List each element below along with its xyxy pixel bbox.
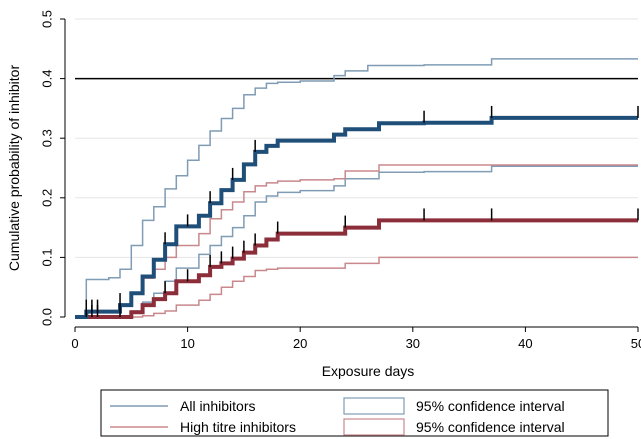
y-tick-label: 0.5 <box>40 10 55 28</box>
series-all <box>75 115 638 319</box>
series-all_upper <box>75 58 638 318</box>
x-tick-label: 50 <box>631 336 641 351</box>
y-axis-title: Cumulative probability of inhibitor <box>6 65 22 272</box>
y-tick-label: 0.2 <box>40 189 55 207</box>
series-lines <box>75 58 638 319</box>
censor-marks <box>85 105 639 317</box>
legend-label: High titre inhibitors <box>180 419 296 435</box>
x-tick-label: 20 <box>293 336 307 351</box>
legend-label: 95% confidence interval <box>416 419 565 435</box>
x-tick-label: 10 <box>180 336 194 351</box>
y-tick-label: 0.1 <box>40 248 55 266</box>
legend-label: 95% confidence interval <box>416 398 565 414</box>
legend: All inhibitors 95% confidence interval Hig… <box>100 389 609 437</box>
x-tick-label: 0 <box>71 336 78 351</box>
series-high_lower <box>75 256 638 318</box>
y-tick-label: 0.3 <box>40 129 55 147</box>
y-ticks: 0.0 0.1 0.2 0.3 0.4 0.5 <box>40 10 65 326</box>
legend-swatch-box <box>343 418 405 436</box>
y-tick-label: 0.4 <box>40 70 55 88</box>
y-tick-label: 0.0 <box>40 308 55 326</box>
x-tick-label: 40 <box>518 336 532 351</box>
axes <box>64 19 638 328</box>
legend-swatch-box <box>343 397 405 415</box>
x-ticks: 0 10 20 30 40 50 <box>71 327 641 351</box>
x-tick-label: 30 <box>406 336 420 351</box>
legend-label: All inhibitors <box>180 398 255 414</box>
x-axis-title: Exposure days <box>322 363 415 379</box>
series-high <box>75 218 638 319</box>
